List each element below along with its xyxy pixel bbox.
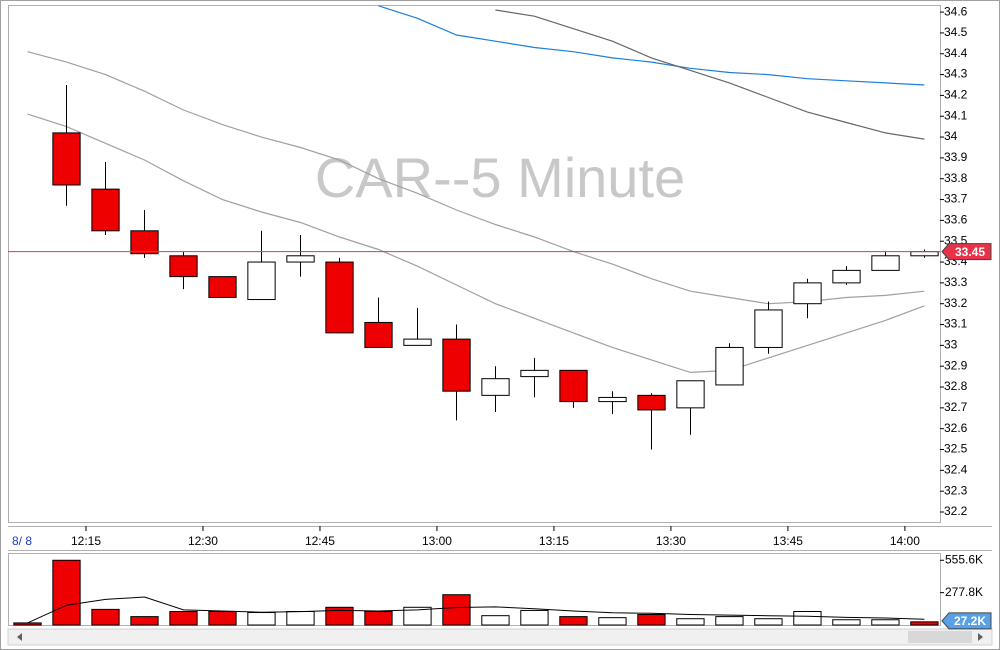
candle-body [637,394,666,411]
volume-bar [832,619,861,626]
watermark-title: CAR--5 Minute [315,146,685,209]
candle-body [442,338,471,392]
volume-bar [598,617,627,626]
y-tick-label: 32.5 [944,442,968,456]
volume-bar [754,618,783,626]
y-tick-label: 33.8 [944,171,968,185]
candle-body [403,338,432,346]
scrollbar[interactable] [7,628,993,646]
volume-bar [208,610,237,626]
y-tick-label: 33.2 [944,296,968,310]
x-tick-label: 12:45 [305,534,335,548]
scrollbar-thumb[interactable] [908,631,972,643]
y-tick-label: 34.3 [944,67,968,81]
volume-bar [910,621,939,626]
candle-body [715,346,744,386]
y-tick-label: 33.1 [944,317,968,331]
last-price-label: 33.45 [955,245,985,259]
y-tick-label: 33.9 [944,150,968,164]
moving-average-line [27,51,925,305]
y-tick-label: 34.2 [944,88,968,102]
volume-bar [52,559,81,626]
candle-body [169,255,198,278]
volume-bar [247,612,276,626]
volume-y-tick-label: 555.6K [945,552,983,566]
candle-body [130,230,159,255]
volume-bar [559,616,588,626]
candle-body [52,132,81,186]
x-tick-label: 12:30 [188,534,218,548]
candle-body [325,261,354,334]
volume-bar [871,619,900,626]
y-tick-label: 33.3 [944,275,968,289]
y-tick-label: 32.3 [944,483,968,497]
y-tick-label: 34.6 [944,4,968,18]
volume-bar [481,615,510,626]
candle-body [598,396,627,403]
volume-bar [637,614,666,626]
volume-bar [286,610,315,626]
y-tick-label: 34.4 [944,46,968,60]
moving-average-line [27,113,925,374]
y-tick-label: 32.6 [944,421,968,435]
x-tick-label: 13:15 [539,534,569,548]
y-tick-label: 32.9 [944,358,968,372]
candle-body [910,251,939,257]
date-label: 8/ 8 [12,534,32,548]
y-tick-label: 32.8 [944,379,968,393]
x-tick-label: 13:30 [656,534,686,548]
volume-bar [442,594,471,626]
moving-average-line [495,9,925,140]
y-tick-label: 33 [944,338,958,352]
y-tick-label: 34 [944,129,958,143]
moving-average-line [378,5,925,86]
volume-bar [676,618,705,626]
volume-bar [403,606,432,626]
candle-body [832,269,861,284]
candle-body [520,369,549,378]
candle-body [208,276,237,298]
y-tick-label: 32.7 [944,400,968,414]
volume-bar [91,608,120,626]
candle-body [754,309,783,348]
volume-bar [793,610,822,626]
volume-bar [13,622,42,626]
candle-body [247,261,276,301]
candle-body [793,282,822,305]
x-tick-label: 14:00 [890,534,920,548]
candle-body [871,255,900,271]
x-tick-label: 13:00 [422,534,452,548]
overlay-group [27,5,939,450]
volume-bar [364,610,393,626]
candle-body [676,380,705,409]
volume-bar [325,606,354,626]
volume-y-tick-label: 277.8K [945,585,983,599]
volume-last-tag [941,612,992,630]
candle-body [91,188,120,232]
volume-bar [520,609,549,626]
volume-bar [169,610,198,626]
candle-body [364,321,393,348]
volume-last-label: 27.2K [954,614,986,628]
candle-body [559,369,588,403]
y-tick-label: 33.6 [944,213,968,227]
x-tick-label: 13:45 [773,534,803,548]
candle-body [481,378,510,396]
y-tick-label: 34.5 [944,25,968,39]
last-price-tag [941,243,992,261]
y-tick-label: 34.1 [944,108,968,122]
y-tick-label: 32.4 [944,463,968,477]
volume-bar [130,616,159,626]
volume-average-line [27,596,925,624]
volume-bar [715,616,744,626]
price-panel [8,5,941,523]
y-tick-label: 33.7 [944,192,968,206]
volume-panel [8,553,941,626]
y-tick-label: 32.2 [944,504,968,518]
x-tick-label: 12:15 [71,534,101,548]
candle-body [286,255,315,263]
